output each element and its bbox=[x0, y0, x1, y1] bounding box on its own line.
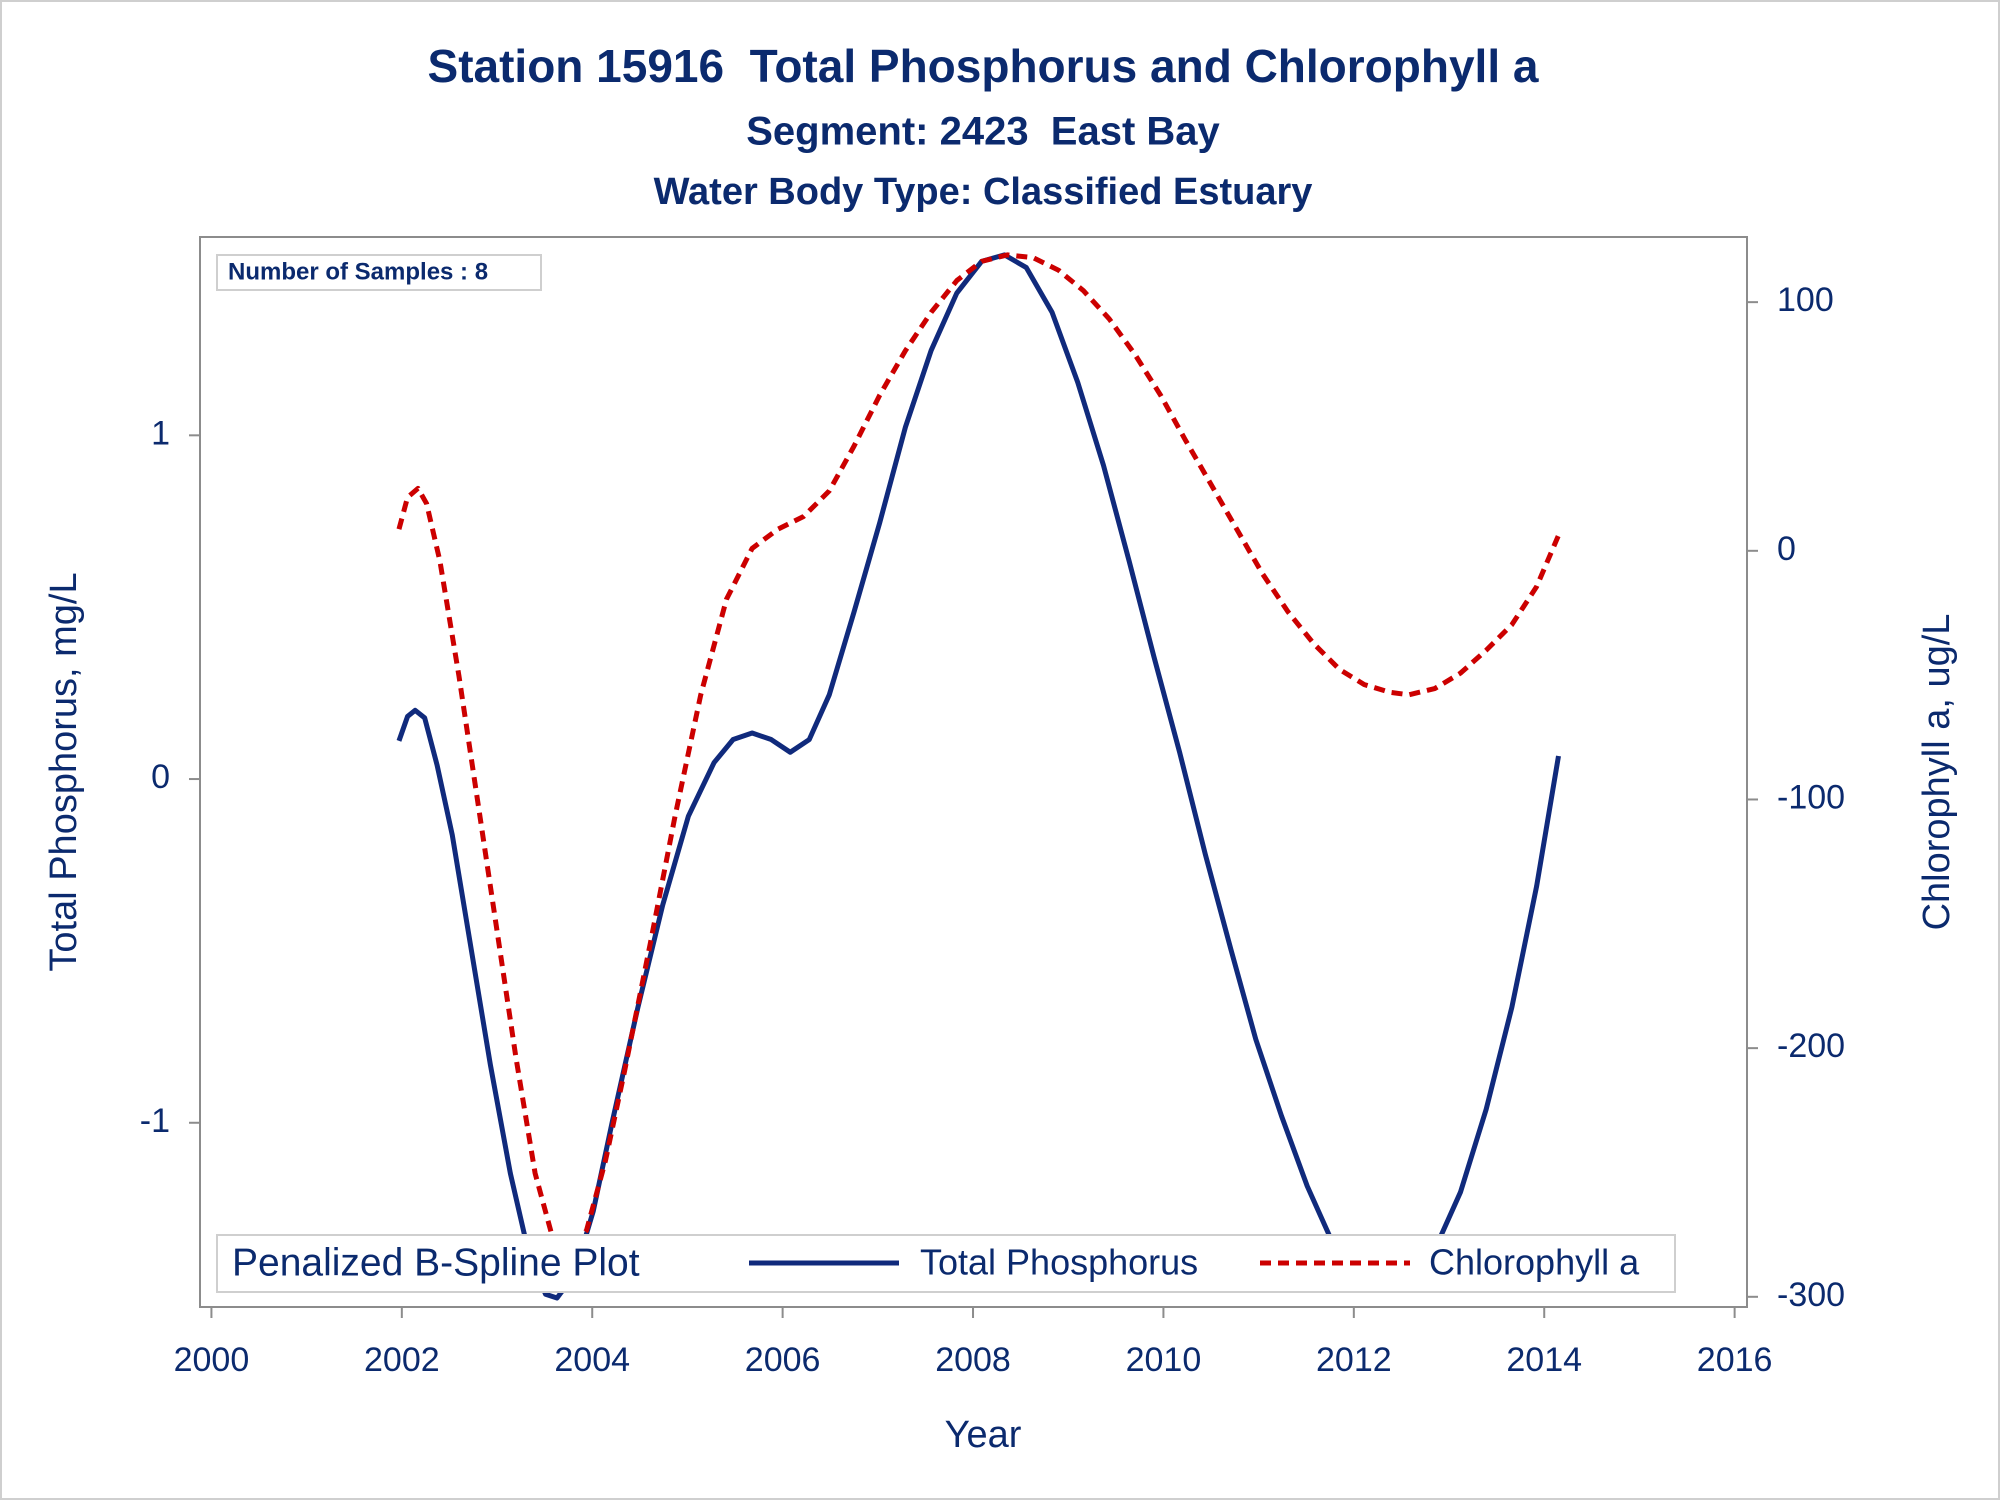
x-tick-label: 2006 bbox=[745, 1341, 821, 1379]
chart-subtitle: Segment: 2423 East Bay bbox=[746, 110, 1220, 154]
annotation: Number of Samples : 8 bbox=[228, 258, 488, 285]
y2-tick-label: -100 bbox=[1777, 778, 1845, 816]
legend-box bbox=[216, 1234, 1676, 1293]
y2-tick-label: 0 bbox=[1777, 530, 1796, 568]
legend-label: Chlorophyll a bbox=[1429, 1242, 1640, 1283]
legend: Penalized B-Spline Plot Total Phosphorus… bbox=[216, 1234, 1676, 1293]
y2-tick-label: -200 bbox=[1777, 1027, 1845, 1065]
series-line bbox=[396, 252, 1561, 1259]
x-tick-label: 2004 bbox=[554, 1341, 630, 1379]
x-tick-label: 2012 bbox=[1316, 1341, 1392, 1379]
x-tick-label: 2008 bbox=[935, 1341, 1011, 1379]
x-axis-label: Year bbox=[945, 1414, 1022, 1456]
x-tick-label: 2002 bbox=[364, 1341, 440, 1379]
chart-title: Station 15916 Total Phosphorus and Chlor… bbox=[428, 40, 1539, 92]
x-tick-label: 2016 bbox=[1697, 1341, 1773, 1379]
y2-tick-label: 100 bbox=[1777, 281, 1834, 319]
inset-box bbox=[216, 254, 542, 291]
legend-title: Penalized B-Spline Plot bbox=[232, 1241, 640, 1284]
y-tick-label: 0 bbox=[151, 758, 170, 796]
y-tick-label: -1 bbox=[140, 1102, 170, 1140]
y-axis-label: Total Phosphorus, mg/L bbox=[43, 572, 85, 971]
x-tick-label: 2014 bbox=[1506, 1341, 1582, 1379]
y2-axis-label: Chlorophyll a, ug/L bbox=[1916, 614, 1958, 931]
x-tick-label: 2010 bbox=[1126, 1341, 1202, 1379]
y2-tick-label: -300 bbox=[1777, 1276, 1845, 1314]
y-tick-label: 1 bbox=[151, 414, 170, 452]
legend-label: Total Phosphorus bbox=[920, 1242, 1198, 1283]
x-tick-label: 2000 bbox=[174, 1341, 250, 1379]
chart-subtitle: Water Body Type: Classified Estuary bbox=[654, 171, 1313, 213]
